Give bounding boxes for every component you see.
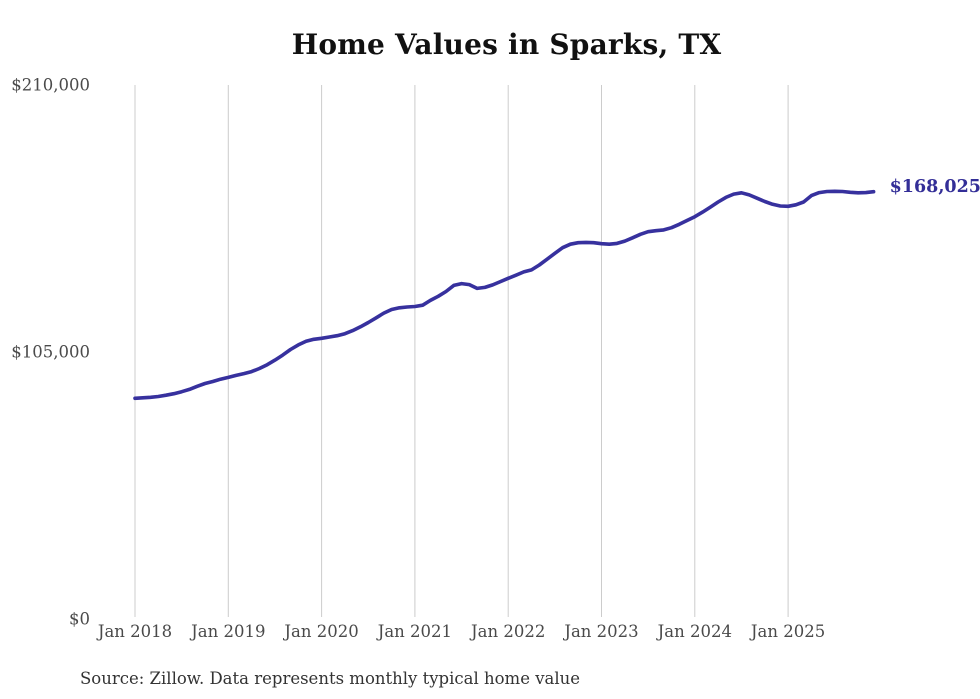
x-axis-tick-label: Jan 2022: [469, 622, 545, 641]
y-axis-tick-label: $105,000: [11, 343, 90, 362]
source-note: Source: Zillow. Data represents monthly …: [80, 669, 581, 688]
latest-value-label: $168,025: [890, 177, 980, 197]
x-axis-tick-label: Jan 2018: [96, 622, 172, 641]
home-value-line: [133, 189, 876, 401]
x-axis-tick-label: Jan 2019: [189, 622, 265, 641]
x-axis-tick-label: Jan 2024: [656, 622, 732, 641]
x-axis-tick-label: Jan 2021: [376, 622, 452, 641]
x-axis-tick-label: Jan 2023: [562, 622, 638, 641]
x-axis-tick-label: Jan 2020: [282, 622, 358, 641]
x-axis-tick-label: Jan 2025: [749, 622, 825, 641]
y-axis-tick-label: $0: [69, 610, 90, 629]
chart-title: Home Values in Sparks, TX: [291, 28, 722, 61]
y-axis-tick-label: $210,000: [11, 76, 90, 95]
